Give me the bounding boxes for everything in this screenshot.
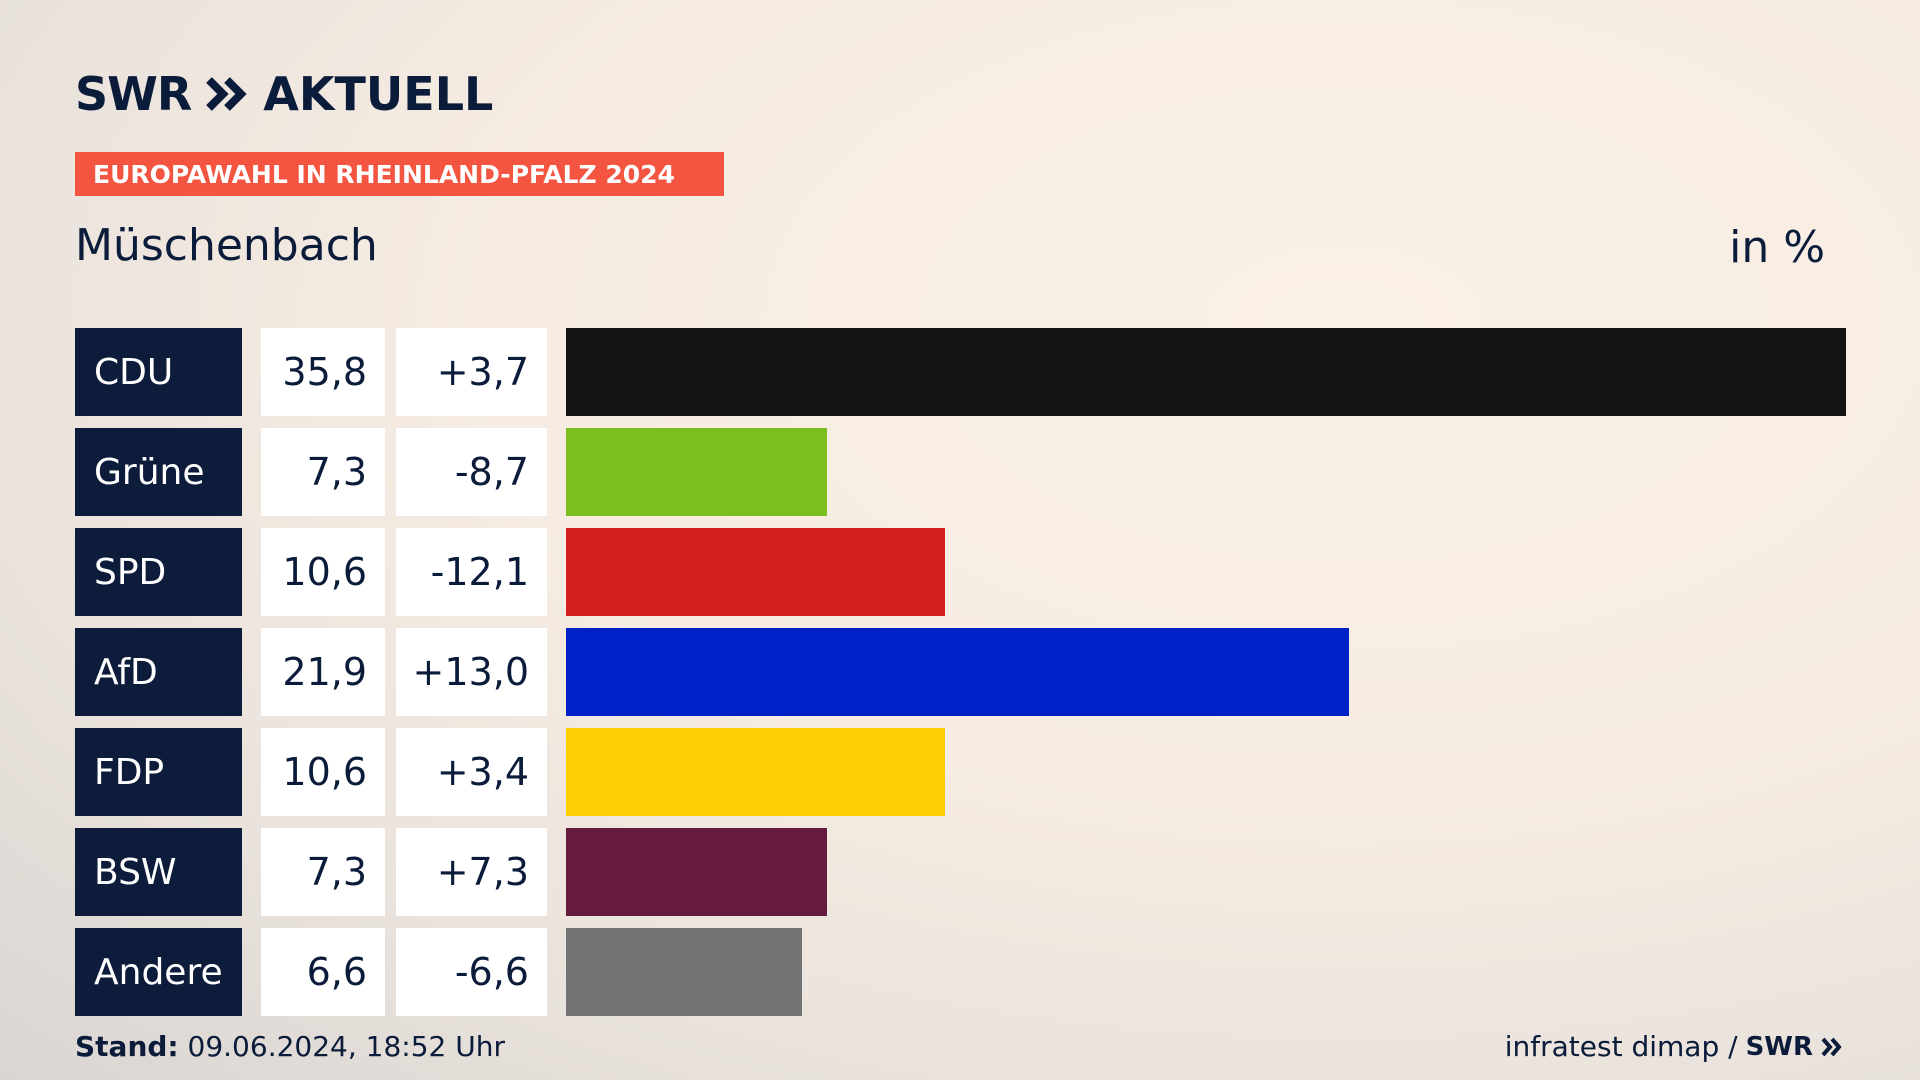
party-label: BSW <box>75 828 242 916</box>
logo-app-name: AKTUELL <box>263 67 494 121</box>
chart-title: Müschenbach <box>75 220 378 271</box>
vote-share-change: +3,7 <box>396 328 547 416</box>
bar <box>566 428 827 516</box>
vote-share-change: +13,0 <box>396 628 547 716</box>
vote-share-change: -12,1 <box>396 528 547 616</box>
party-label: FDP <box>75 728 242 816</box>
timestamp: Stand: 09.06.2024, 18:52 Uhr <box>75 1030 505 1063</box>
vote-share-value: 7,3 <box>261 828 385 916</box>
party-label: AfD <box>75 628 242 716</box>
bar <box>566 828 827 916</box>
bar <box>566 728 945 816</box>
double-chevron-icon <box>206 77 247 111</box>
party-label: Grüne <box>75 428 242 516</box>
vote-share-change: -8,7 <box>396 428 547 516</box>
unit-label: in % <box>1729 222 1825 273</box>
bar <box>566 328 1846 416</box>
party-label: CDU <box>75 328 242 416</box>
stand-value: 09.06.2024, 18:52 Uhr <box>187 1030 505 1063</box>
vote-share-value: 21,9 <box>261 628 385 716</box>
party-label: SPD <box>75 528 242 616</box>
double-chevron-icon-small <box>1821 1037 1842 1056</box>
source-text: infratest dimap / <box>1504 1030 1738 1063</box>
stand-label: Stand: <box>75 1030 179 1063</box>
swr-aktuell-logo: SWR AKTUELL <box>75 66 493 122</box>
vote-share-value: 10,6 <box>261 728 385 816</box>
vote-share-change: +7,3 <box>396 828 547 916</box>
vote-share-value: 6,6 <box>261 928 385 1016</box>
party-label: Andere <box>75 928 242 1016</box>
logo-brand: SWR <box>75 67 192 121</box>
bar <box>566 928 802 1016</box>
vote-share-value: 35,8 <box>261 328 385 416</box>
source-brand: SWR <box>1745 1031 1813 1062</box>
vote-share-change: -6,6 <box>396 928 547 1016</box>
source-credit: infratest dimap / SWR <box>1505 1030 1843 1063</box>
bar <box>566 628 1350 716</box>
vote-share-value: 10,6 <box>261 528 385 616</box>
vote-share-change: +3,4 <box>396 728 547 816</box>
bar <box>566 528 945 616</box>
vote-share-value: 7,3 <box>261 428 385 516</box>
election-banner: EUROPAWAHL IN RHEINLAND-PFALZ 2024 <box>75 152 724 196</box>
